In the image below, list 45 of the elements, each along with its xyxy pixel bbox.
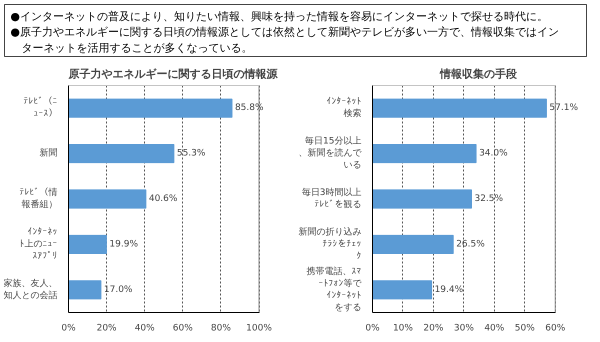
x-tick-label: 50% <box>514 324 536 334</box>
y-tick-label: 毎日15分以上、新聞を読んでいる <box>298 136 362 171</box>
y-tick-label: 新聞 <box>40 148 58 159</box>
bar <box>68 234 107 254</box>
x-tick-label: 10% <box>392 324 414 334</box>
bar <box>372 280 432 300</box>
text: ●インターネットの普及により、知りたい情報、興味を持った情報を容易にインターネットで探せる時代に。 <box>10 10 548 23</box>
y-tick-label: 携帯電話、ｽﾏｰﾄﾌｫﾝ等でｲﾝﾀｰﾈｯﾄをする <box>306 266 362 313</box>
x-tick-label: 0% <box>365 324 380 334</box>
data-label: 26.5% <box>456 239 486 250</box>
y-tick-label: ｲﾝﾀｰﾈｯﾄ上のﾆｭｰｽｱﾌﾟﾘ <box>20 226 58 262</box>
data-label: 34.0% <box>479 148 508 159</box>
x-tick-label: 20% <box>423 324 444 334</box>
x-tick-label: 80% <box>210 324 232 334</box>
data-label: 55.3% <box>176 148 206 159</box>
y-tick-label: 家族、友人、知人との会話 <box>4 278 58 301</box>
data-label: 32.5% <box>474 194 504 204</box>
bar <box>68 144 174 164</box>
data-label: 17.0% <box>104 284 133 295</box>
x-tick-label: 20% <box>96 324 118 334</box>
x-tick-label: 30% <box>454 324 474 334</box>
y-tick-label: ｲﾝﾀｰﾈｯﾄ検索 <box>326 96 362 120</box>
bar <box>372 98 547 118</box>
chart-title: 情報収集の手段 <box>439 68 518 80</box>
x-tick-label: 0% <box>61 324 76 334</box>
chart-title: 原子力やエネルギーに関する日頃の情報源 <box>68 68 278 80</box>
text: ●原子力やエネルギーに関する日頃の情報源としては依然として新聞やテレビが多い一方で、情報収集ではインターネットを活用することが多くなっている。 <box>10 26 559 54</box>
y-tick-label: ﾃﾚﾋﾞ（ﾆｭｰｽ） <box>24 96 58 120</box>
x-tick-label: 40% <box>134 324 156 334</box>
y-tick-label: 新聞の折り込みﾁﾗｼをﾁｪｯｸ <box>298 226 362 262</box>
data-label: 19.4% <box>434 284 464 295</box>
x-tick-label: 60% <box>545 324 566 334</box>
y-tick-label: 毎日3時間以上ﾃﾚﾋﾞを観る <box>302 187 362 210</box>
bar <box>68 280 102 300</box>
data-label: 40.6% <box>148 194 178 204</box>
bar <box>68 189 146 209</box>
data-label: 19.9% <box>109 239 138 250</box>
bar <box>68 98 232 118</box>
bar <box>372 234 454 254</box>
x-tick-label: 40% <box>484 324 505 334</box>
bar <box>372 144 477 164</box>
x-tick-label: 60% <box>172 324 194 334</box>
x-tick-label: 100% <box>246 324 272 334</box>
y-tick-label: ﾃﾚﾋﾞ（情報番組） <box>20 187 58 210</box>
bar <box>372 189 472 209</box>
